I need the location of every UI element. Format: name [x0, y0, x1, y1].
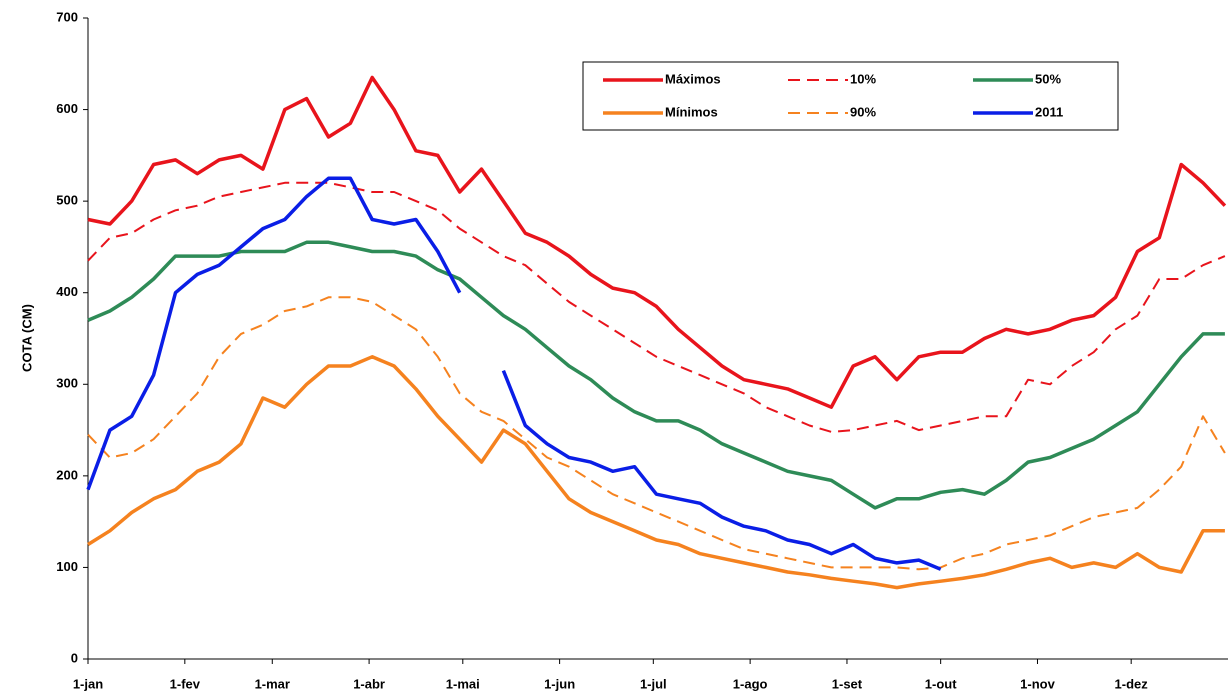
y-tick-label: 700: [56, 9, 78, 24]
y-tick-label: 200: [56, 467, 78, 482]
series-line: [87, 181, 1226, 433]
legend-box: [582, 61, 1119, 131]
x-tick-label: 1-out: [925, 676, 957, 691]
x-tick-label: 1-fev: [170, 676, 201, 691]
legend-label: 10%: [850, 71, 876, 86]
series-line: [87, 296, 1226, 571]
x-tick-label: 1-abr: [353, 676, 385, 691]
x-tick-label: 1-mai: [446, 676, 480, 691]
legend-label: Máximos: [665, 71, 721, 86]
y-tick-label: 400: [56, 284, 78, 299]
x-tick-label: 1-jan: [73, 676, 103, 691]
y-tick-label: 100: [56, 559, 78, 574]
series-line: [87, 355, 1225, 590]
x-tick-label: 1-jul: [640, 676, 667, 691]
x-tick-label: 1-ago: [733, 676, 768, 691]
x-tick-label: 1-dez: [1115, 676, 1149, 691]
x-tick-label: 1-jun: [544, 676, 575, 691]
y-tick-label: 300: [56, 376, 78, 391]
y-tick-label: 0: [71, 650, 78, 665]
x-tick-label: 1-nov: [1020, 676, 1055, 691]
x-tick-label: 1-mar: [255, 676, 290, 691]
legend-label: Mínimos: [665, 104, 718, 119]
legend-label: 2011: [1035, 104, 1063, 119]
series-line: [87, 75, 1227, 409]
y-tick-label: 500: [56, 193, 78, 208]
y-tick-label: 600: [56, 101, 78, 116]
legend-label: 50%: [1035, 71, 1061, 86]
y-axis-label: COTA (CM): [19, 304, 34, 372]
series-line: [86, 176, 942, 571]
series-line: [87, 240, 1225, 510]
legend-label: 90%: [850, 104, 876, 119]
x-tick-label: 1-set: [832, 676, 863, 691]
